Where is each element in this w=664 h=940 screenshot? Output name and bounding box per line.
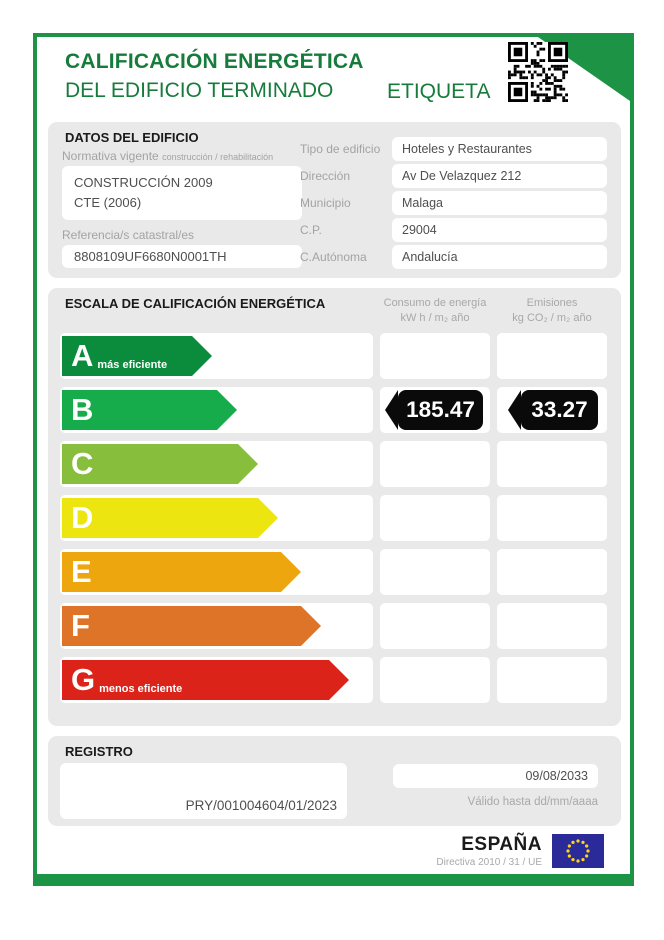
consumo-cell-d — [380, 495, 490, 541]
scale-row-g: G menos eficiente — [60, 657, 607, 703]
rating-arrow-a: A más eficiente — [62, 336, 212, 376]
field-label-tipo: Tipo de edificio — [300, 142, 381, 156]
rating-arrow-b: B — [62, 390, 237, 430]
catastral-label: Referencia/s catastral/es — [62, 228, 195, 242]
row-strip: E — [60, 549, 373, 595]
field-label-municipio: Municipio — [300, 196, 351, 210]
scale-rows: A más eficiente B 185.47 — [60, 333, 607, 711]
header: CALIFICACIÓN ENERGÉTICA DEL EDIFICIO TER… — [37, 37, 630, 122]
scale-section-title: ESCALA DE CALIFICACIÓN ENERGÉTICA — [65, 296, 326, 311]
emisiones-column-header: Emisiones kg CO₂ / m₂ año — [512, 297, 592, 324]
footer: ESPAÑA Directiva 2010 / 31 / UE — [37, 834, 630, 868]
row-strip: F — [60, 603, 373, 649]
emisiones-cell-a — [497, 333, 607, 379]
building-field-row: Dirección Av De Velazquez 212 — [300, 164, 607, 188]
field-value-direccion: Av De Velazquez 212 — [392, 164, 607, 188]
rating-arrow-e: E — [62, 552, 301, 592]
emisiones-cell-e — [497, 549, 607, 595]
certificate-title-line2: DEL EDIFICIO TERMINADO — [65, 79, 334, 102]
building-field-row: Municipio Malaga — [300, 191, 607, 215]
valid-until-box: 09/08/2033 — [393, 764, 598, 788]
emisiones-cell-b: 33.27 — [497, 387, 607, 433]
normativa-sublabel: construcción / rehabilitación — [162, 152, 274, 162]
arrow-note: más eficiente — [97, 359, 168, 371]
rating-arrow-f: F — [62, 606, 321, 646]
valid-until-hint: Válido hasta dd/mm/aaaa — [467, 796, 598, 808]
building-section-title: DATOS DEL EDIFICIO — [65, 130, 199, 145]
arrow-note: menos eficiente — [99, 683, 183, 695]
field-value-cp: 29004 — [392, 218, 607, 242]
qr-code — [508, 42, 568, 102]
footer-text-block: ESPAÑA Directiva 2010 / 31 / UE — [436, 834, 542, 868]
directive-label: Directiva 2010 / 31 / UE — [436, 857, 542, 868]
scale-row-d: D — [60, 495, 607, 541]
rating-value-emisiones: 33.27 — [508, 390, 598, 430]
registry-number-box: PRY/001004604/01/2023 — [60, 763, 347, 819]
scale-row-a: A más eficiente — [60, 333, 607, 379]
building-data-section: DATOS DEL EDIFICIO Normativa vigente con… — [48, 122, 621, 278]
normativa-value-line2: CTE (2006) — [74, 195, 142, 211]
emisiones-cell-f — [497, 603, 607, 649]
emisiones-cell-d — [497, 495, 607, 541]
consumo-cell-g — [380, 657, 490, 703]
field-value-tipo: Hoteles y Restaurantes — [392, 137, 607, 161]
certificate-title-line1: CALIFICACIÓN ENERGÉTICA — [65, 50, 364, 73]
consumo-column-header: Consumo de energía kW h / m₂ año — [383, 297, 487, 324]
normativa-label: Normativa vigente construcción / rehabil… — [62, 149, 274, 163]
building-field-row: C.P. 29004 — [300, 218, 607, 242]
field-label-direccion: Dirección — [300, 169, 351, 183]
building-left-column: Normativa vigente construcción / rehabil… — [62, 149, 302, 268]
building-right-column: Tipo de edificio Hoteles y Restaurantes … — [300, 137, 607, 272]
consumo-cell-c — [380, 441, 490, 487]
consumo-cell-f — [380, 603, 490, 649]
registry-section-title: REGISTRO — [65, 744, 133, 759]
scale-row-b: B 185.47 33.27 — [60, 387, 607, 433]
field-value-municipio: Malaga — [392, 191, 607, 215]
field-value-cautonoma: Andalucía — [392, 245, 607, 269]
catastral-value-box: 8808109UF6680N0001TH — [62, 245, 302, 268]
row-strip: C — [60, 441, 373, 487]
etiqueta-label: ETIQUETA — [387, 80, 491, 103]
scale-row-e: E — [60, 549, 607, 595]
normativa-value-line1: CONSTRUCCIÓN 2009 — [74, 175, 213, 190]
rating-value-consumo: 185.47 — [385, 390, 483, 430]
row-strip: G menos eficiente — [60, 657, 373, 703]
consumo-cell-b: 185.47 — [380, 387, 490, 433]
building-field-row: C.Autónoma Andalucía — [300, 245, 607, 269]
emisiones-cell-c — [497, 441, 607, 487]
registry-section: REGISTRO PRY/001004604/01/2023 09/08/203… — [48, 736, 621, 826]
scale-row-c: C — [60, 441, 607, 487]
consumo-cell-e — [380, 549, 490, 595]
field-label-cautonoma: C.Autónoma — [300, 250, 367, 264]
certificate-frame: CALIFICACIÓN ENERGÉTICA DEL EDIFICIO TER… — [33, 33, 634, 886]
normativa-value-box: CONSTRUCCIÓN 2009 CTE (2006) — [62, 166, 302, 220]
row-strip: D — [60, 495, 373, 541]
rating-scale-section: ESCALA DE CALIFICACIÓN ENERGÉTICA Consum… — [48, 288, 621, 726]
rating-arrow-d: D — [62, 498, 278, 538]
eu-flag-icon — [552, 834, 604, 868]
row-strip: B — [60, 387, 373, 433]
building-field-row: Tipo de edificio Hoteles y Restaurantes — [300, 137, 607, 161]
rating-arrow-g: G menos eficiente — [62, 660, 349, 700]
emisiones-cell-g — [497, 657, 607, 703]
field-label-cp: C.P. — [300, 223, 322, 237]
consumo-cell-a — [380, 333, 490, 379]
row-strip: A más eficiente — [60, 333, 373, 379]
scale-row-f: F — [60, 603, 607, 649]
rating-arrow-c: C — [62, 444, 258, 484]
country-label: ESPAÑA — [461, 834, 542, 855]
